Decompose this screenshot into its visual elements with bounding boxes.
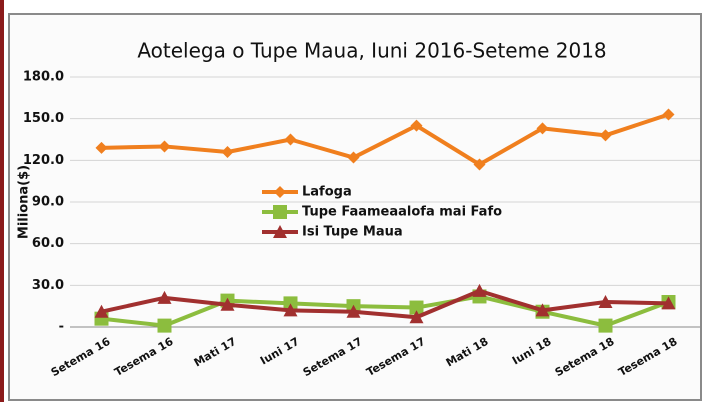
y-tick-label: 60.0 [32, 236, 64, 251]
marker [157, 318, 172, 333]
marker [535, 303, 550, 317]
y-tick-label: 180.0 [23, 70, 64, 85]
marker [409, 310, 424, 324]
marker [157, 290, 172, 304]
marker [95, 141, 108, 154]
marker [599, 129, 612, 142]
marker [472, 283, 487, 297]
y-tick-label: - [59, 320, 64, 335]
marker [409, 300, 424, 315]
legend-marker [273, 205, 287, 219]
marker [662, 108, 675, 121]
legend-label: Isi Tupe Maua [302, 225, 403, 240]
marker [347, 151, 360, 164]
chart-frame [8, 13, 702, 401]
marker [220, 297, 235, 311]
legend-marker [274, 186, 286, 198]
marker [94, 304, 109, 318]
legend-label: Tupe Faameaalofa mai Fafo [302, 205, 502, 220]
marker [598, 295, 613, 308]
marker [283, 303, 298, 317]
y-tick-label: 120.0 [23, 153, 64, 168]
series-line [101, 112, 670, 167]
y-tick-label: 90.0 [32, 195, 64, 210]
legend-label: Lafoga [302, 185, 352, 200]
series-line [101, 288, 669, 320]
marker [536, 122, 549, 135]
series-line [101, 294, 670, 328]
marker [158, 140, 171, 153]
page-edge [0, 0, 4, 402]
marker [473, 158, 486, 171]
y-tick-label: 150.0 [23, 111, 64, 126]
y-axis-label: Miliona($) [17, 165, 32, 239]
marker [346, 304, 361, 318]
y-tick-label: 30.0 [32, 278, 64, 293]
marker [661, 296, 676, 310]
marker [221, 146, 234, 158]
marker [598, 318, 613, 333]
marker [284, 133, 297, 146]
marker [410, 119, 423, 132]
legend-marker [273, 225, 287, 238]
chart-title: Aotelega o Tupe Maua, Iuni 2016-Seteme 2… [137, 39, 606, 63]
